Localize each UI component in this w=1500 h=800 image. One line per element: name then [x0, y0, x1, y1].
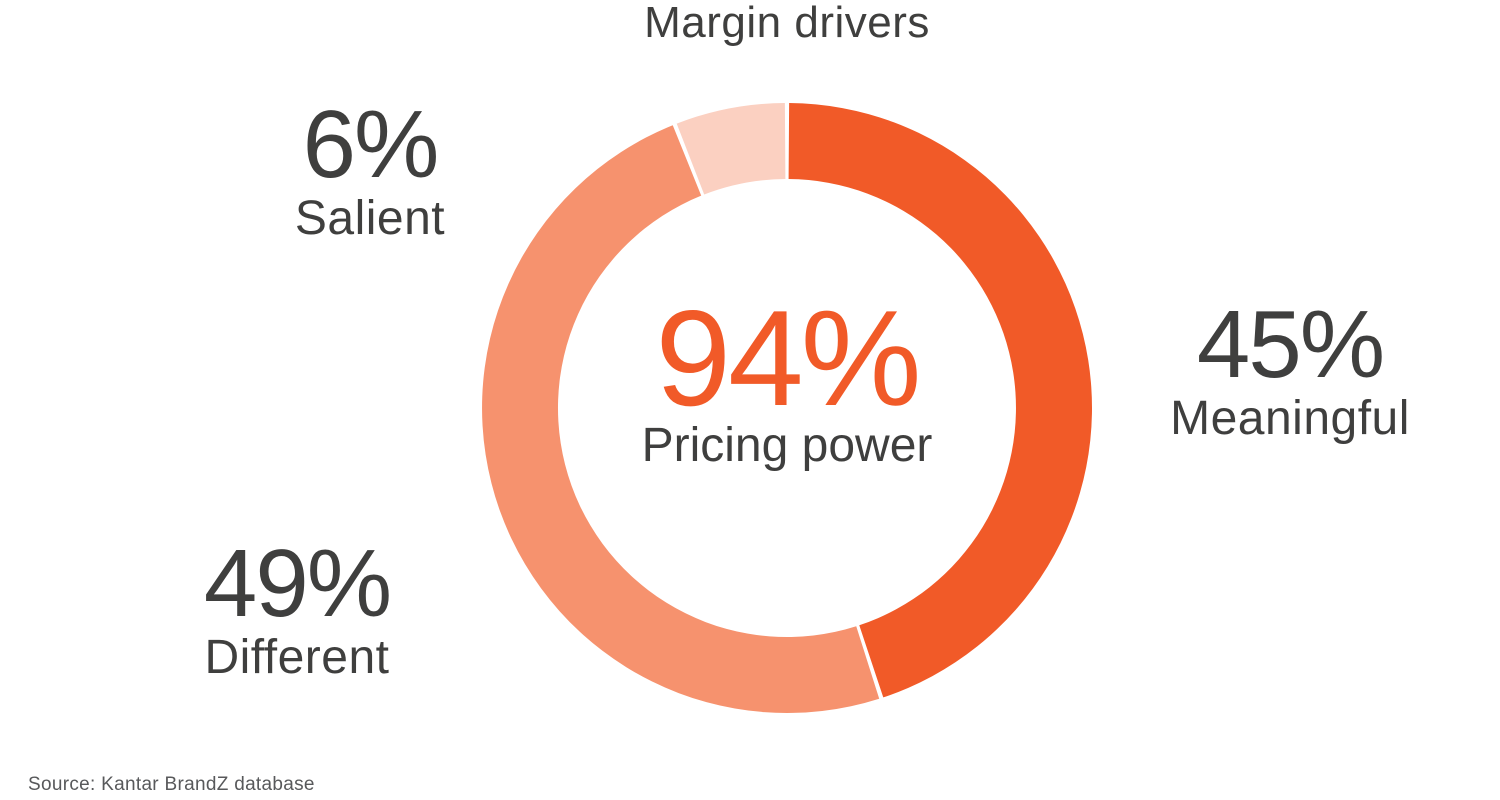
callout-meaningful-label: Meaningful [1170, 392, 1410, 445]
callout-different: 49% Different [147, 536, 447, 682]
callout-different-label: Different [204, 631, 390, 684]
donut-segment-different [482, 125, 880, 713]
callout-salient: 6% Salient [220, 97, 520, 243]
callout-meaningful-value: 45% [1196, 291, 1385, 398]
callout-meaningful: 45% Meaningful [1140, 297, 1440, 443]
donut-segment-meaningful [788, 103, 1092, 698]
donut-center-value: 94% [655, 282, 921, 434]
callout-salient-label: Salient [294, 192, 446, 245]
callout-salient-value: 6% [302, 91, 440, 198]
donut-segment-salient [676, 103, 786, 195]
donut-center-caption: Pricing power [641, 419, 933, 472]
callout-different-value: 49% [203, 530, 392, 637]
chart-title: Margin drivers [644, 0, 930, 47]
source-note: Source: Kantar BrandZ database [28, 774, 315, 795]
